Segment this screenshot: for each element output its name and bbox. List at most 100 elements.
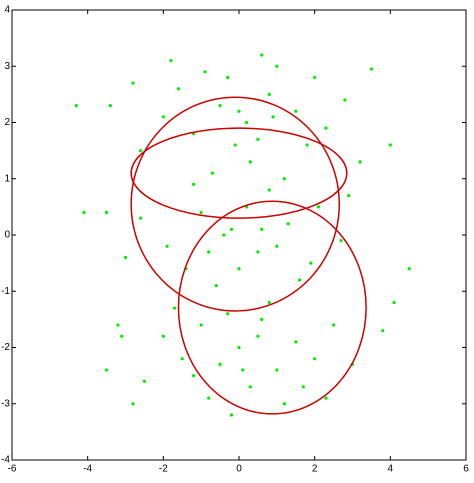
point (248, 385, 252, 389)
point (203, 70, 207, 74)
point (267, 92, 271, 96)
point (392, 300, 396, 305)
point (347, 194, 351, 198)
x-tick-label: -2 (159, 464, 168, 475)
point (161, 115, 165, 119)
point (82, 210, 86, 215)
point (297, 278, 302, 282)
point (324, 126, 328, 130)
y-tick-label: -3 (1, 398, 10, 409)
point (248, 160, 252, 164)
point (218, 362, 222, 366)
y-tick-label: 1 (4, 173, 10, 184)
point (381, 329, 385, 333)
point (316, 205, 321, 209)
point (104, 210, 109, 215)
y-tick-label: 3 (4, 61, 10, 72)
point (271, 115, 275, 119)
point (358, 160, 362, 164)
point (161, 334, 165, 338)
point (139, 216, 143, 220)
point (369, 67, 374, 71)
point (139, 149, 143, 153)
point (275, 244, 279, 248)
point (120, 334, 124, 338)
point (222, 233, 226, 237)
point (275, 64, 279, 68)
x-tick-label: 2 (312, 464, 318, 475)
point (169, 59, 173, 63)
point (388, 143, 392, 147)
point (237, 345, 241, 350)
plot-area (11, 9, 467, 461)
point (104, 368, 109, 372)
point (331, 323, 336, 327)
point (192, 374, 196, 378)
point (131, 81, 135, 85)
point (282, 402, 286, 406)
point (313, 357, 317, 361)
point (256, 334, 260, 338)
point (260, 227, 264, 231)
point (108, 104, 112, 108)
point (275, 368, 279, 372)
y-tick-label: 2 (4, 117, 10, 128)
y-tick-label: 4 (4, 5, 10, 16)
point (407, 267, 411, 271)
point (305, 143, 309, 147)
point (226, 75, 230, 80)
point (207, 396, 211, 400)
point (286, 222, 290, 226)
ellipse (177, 200, 367, 415)
point (244, 120, 249, 125)
point (267, 188, 271, 192)
point (256, 250, 260, 254)
point (199, 323, 203, 327)
point (260, 317, 264, 321)
y-tick-label: -1 (1, 286, 10, 297)
point (237, 267, 241, 271)
point (294, 340, 298, 344)
point (131, 402, 135, 406)
point (207, 250, 211, 254)
point (218, 104, 222, 108)
point (309, 261, 313, 265)
point (123, 255, 128, 260)
point (339, 239, 343, 243)
y-tick-label: -2 (1, 342, 10, 353)
point (116, 323, 120, 327)
point (74, 104, 78, 108)
point (301, 385, 305, 389)
point (214, 284, 218, 288)
point (256, 137, 260, 141)
point (142, 379, 147, 383)
point (173, 306, 177, 310)
point (176, 87, 181, 91)
point (324, 396, 328, 400)
x-tick-label: -4 (83, 464, 92, 475)
point (199, 210, 203, 215)
point (237, 109, 241, 113)
point (229, 227, 234, 231)
x-tick-label: -6 (8, 464, 17, 475)
point (165, 244, 169, 248)
y-tick-label: 0 (4, 230, 10, 241)
x-tick-label: 0 (236, 464, 242, 475)
point (343, 98, 347, 102)
point (226, 312, 230, 316)
point (241, 368, 245, 372)
point (282, 177, 286, 181)
ellipse (130, 96, 341, 312)
point (180, 357, 184, 361)
y-tick-label: -4 (1, 455, 10, 466)
point (267, 300, 271, 305)
point (233, 143, 237, 147)
point (210, 171, 215, 175)
point (313, 75, 317, 80)
point (294, 109, 298, 113)
x-tick-label: 4 (388, 464, 394, 475)
ellipse (130, 127, 348, 219)
point (192, 182, 196, 186)
point (260, 53, 264, 57)
